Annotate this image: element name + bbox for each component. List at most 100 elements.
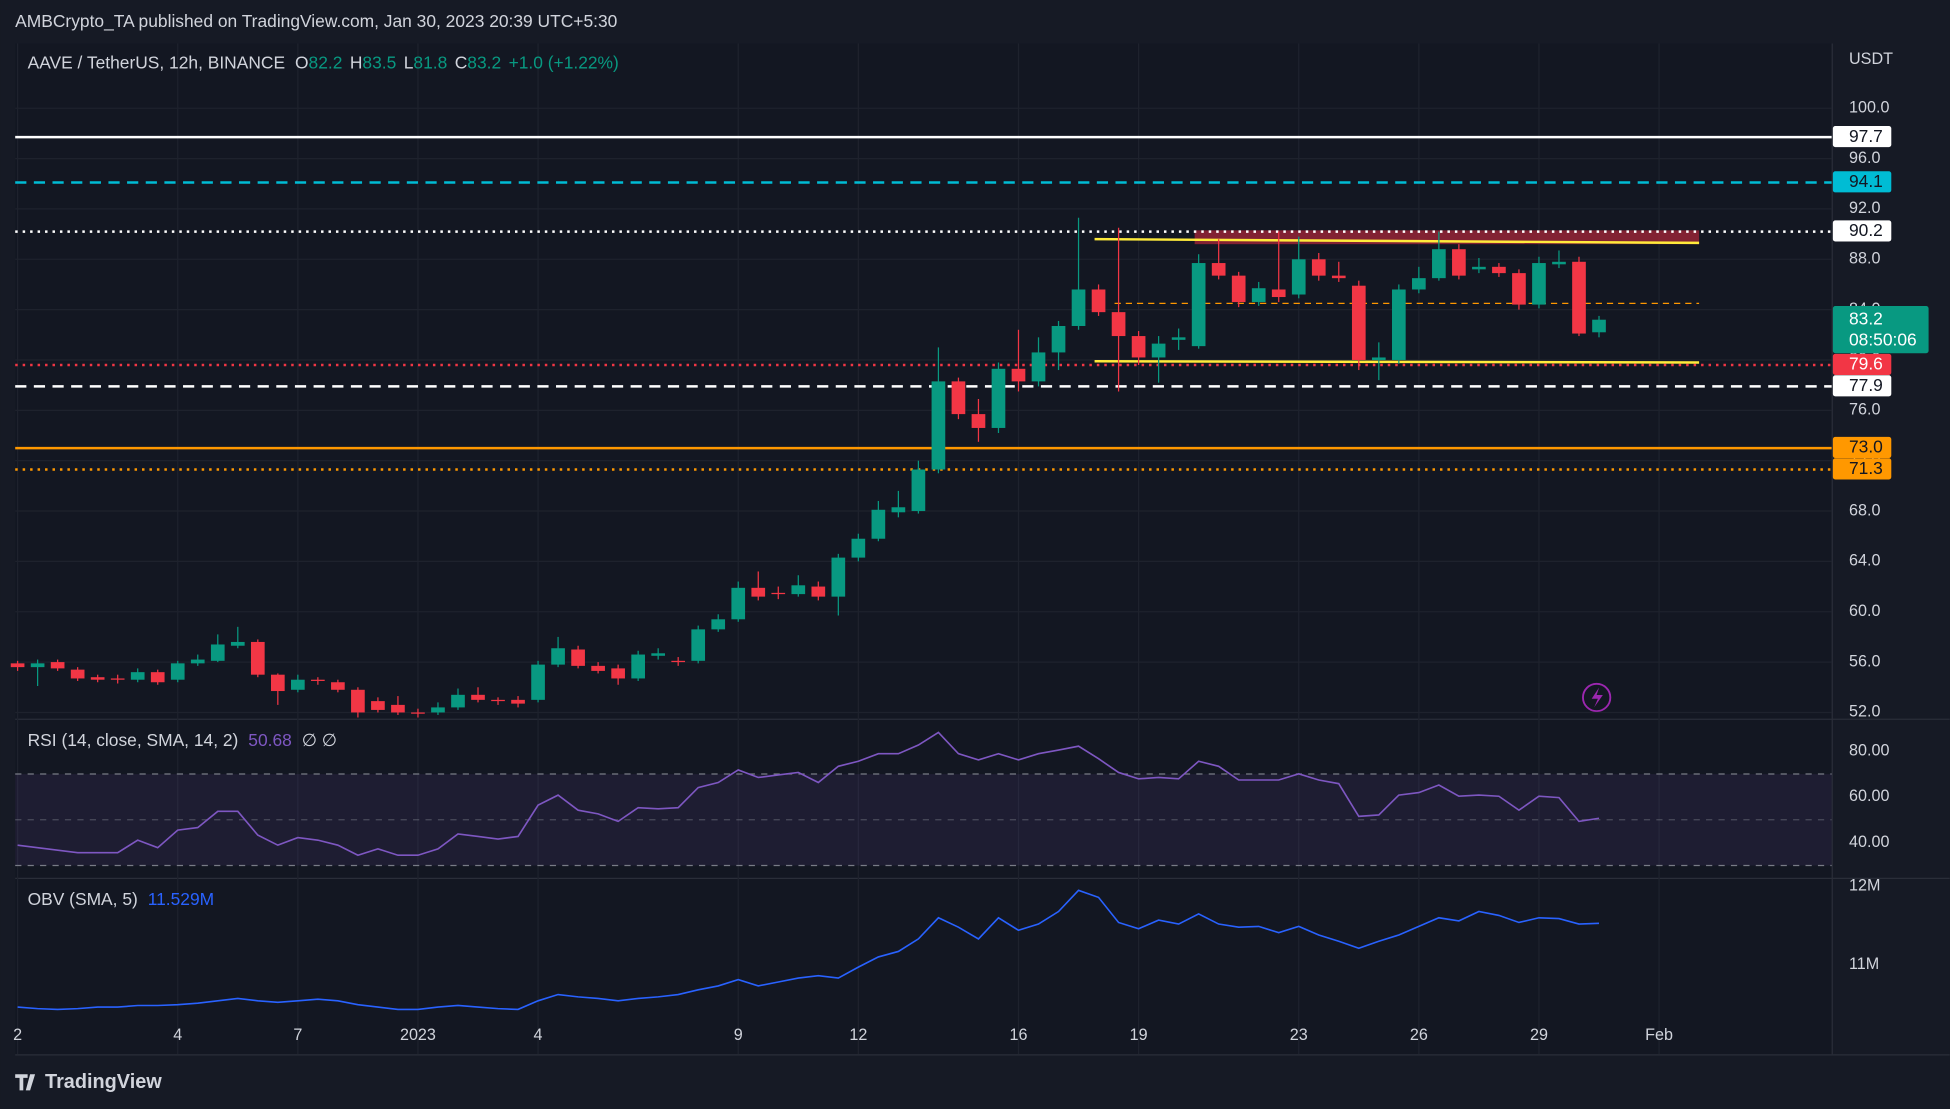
indicator-value: 11.529M <box>148 889 214 909</box>
x-tick-label: 12 <box>849 1026 867 1044</box>
candle-body <box>1391 289 1406 360</box>
x-tick-label: 7 <box>293 1026 302 1044</box>
candle-body <box>491 699 505 702</box>
indicator-legend: RSI (14, close, SMA, 14, 2) 50.68 ∅ ∅ <box>28 730 337 750</box>
candle-body <box>391 704 405 713</box>
candle-body <box>511 699 525 704</box>
candle-body <box>411 712 425 714</box>
candle-body <box>110 678 125 680</box>
legend-item: C <box>455 52 468 72</box>
price-label-box <box>1832 306 1929 354</box>
candle-body <box>1532 263 1546 305</box>
indicator-value: 50.68 <box>248 730 292 750</box>
indicator-extra: ∅ ∅ <box>302 730 337 750</box>
candle-body <box>1271 289 1286 298</box>
candle-body <box>431 707 445 713</box>
candle-body <box>10 663 25 668</box>
x-tick-label: 26 <box>1410 1026 1428 1044</box>
candle-body <box>1311 259 1326 276</box>
y-tick-label: 52.0 <box>1849 703 1880 721</box>
candle-body <box>1211 263 1226 276</box>
level-label-box <box>1832 436 1892 459</box>
price-label: 83.2 <box>1849 308 1883 328</box>
candle-body <box>651 653 666 656</box>
y-tick-label: 12M <box>1849 877 1880 895</box>
candle-body <box>691 629 706 661</box>
candle-body <box>1291 259 1306 295</box>
legend: AAVE / TetherUS, 12h, BINANCE O82.2 H83.5 L… <box>28 52 619 72</box>
candle-body <box>1031 352 1046 382</box>
candle-body <box>951 381 966 415</box>
candle-body <box>331 682 345 690</box>
candle-body <box>611 668 625 679</box>
candle-body <box>811 586 826 597</box>
candle-body <box>1011 368 1026 382</box>
brand: TradingView <box>45 1071 162 1093</box>
x-tick-label: 4 <box>173 1026 182 1044</box>
candle-body <box>751 587 766 597</box>
candle-body <box>90 677 105 680</box>
candle-body <box>70 669 85 679</box>
candle-body <box>891 507 906 513</box>
candle-body <box>1412 278 1426 290</box>
candle-body <box>871 509 886 539</box>
candle-body <box>291 679 305 690</box>
x-tick-label: 4 <box>534 1026 543 1044</box>
candle-body <box>1452 249 1466 276</box>
y-tick-label: 64.0 <box>1849 552 1880 570</box>
level-label: 97.7 <box>1849 126 1883 146</box>
indicator-name: OBV (SMA, 5) <box>28 889 138 909</box>
candle-body <box>591 665 605 671</box>
indicator-line <box>17 731 1600 857</box>
y-tick-label: 68.0 <box>1849 501 1880 519</box>
x-tick-label: 9 <box>734 1026 743 1044</box>
candle-body <box>1472 266 1486 270</box>
legend-item: +1.0 (+1.22%) <box>509 52 619 72</box>
candle-body <box>731 587 746 620</box>
level-label: 79.6 <box>1849 354 1883 374</box>
candle-body <box>1432 249 1446 279</box>
candle-body <box>190 659 205 664</box>
candle-body <box>1151 343 1166 358</box>
legend-item: 83.5 <box>362 52 396 72</box>
candle-body <box>1091 289 1106 313</box>
candle-body <box>471 694 485 700</box>
legend-item: AAVE / TetherUS, 12h, BINANCE <box>28 52 285 72</box>
candle-body <box>1191 263 1206 347</box>
candle-body <box>851 538 866 558</box>
candle-body <box>531 664 545 700</box>
candle-body <box>30 663 45 668</box>
published-note: AMBCrypto_TA published on TradingView.co… <box>15 11 617 31</box>
candle-body <box>1371 357 1386 360</box>
candle-body <box>1572 261 1586 334</box>
y-tick-label: 60.00 <box>1849 787 1889 805</box>
candle-body <box>711 619 726 630</box>
x-tick-label: 29 <box>1530 1026 1548 1044</box>
channel-line <box>1094 237 1700 245</box>
candle-body <box>971 414 986 428</box>
candle-body <box>50 662 65 669</box>
y-tick-label: 96.0 <box>1849 149 1880 167</box>
level-label: 71.3 <box>1849 458 1883 478</box>
x-tick-label: 19 <box>1130 1026 1148 1044</box>
legend-item: L <box>404 52 414 72</box>
alert-icon[interactable] <box>1582 682 1612 713</box>
candle-body <box>1071 289 1086 326</box>
countdown: 08:50:06 <box>1849 329 1917 349</box>
candle-body <box>130 672 145 680</box>
candle-body <box>150 672 165 683</box>
x-tick-label: Feb <box>1645 1026 1673 1044</box>
level-label: 94.1 <box>1849 171 1883 191</box>
candle-body <box>250 641 265 675</box>
candle-body <box>551 648 565 665</box>
candle-body <box>210 644 225 661</box>
y-tick-label: 60.0 <box>1849 602 1880 620</box>
x-tick-label: 16 <box>1009 1026 1027 1044</box>
candle-body <box>1552 261 1566 265</box>
candle-body <box>451 694 465 708</box>
candle-body <box>351 689 365 713</box>
y-tick-label: 76.0 <box>1849 401 1880 419</box>
indicator-legend: OBV (SMA, 5) 11.529M <box>28 889 215 909</box>
x-tick-label: 2023 <box>400 1026 436 1044</box>
